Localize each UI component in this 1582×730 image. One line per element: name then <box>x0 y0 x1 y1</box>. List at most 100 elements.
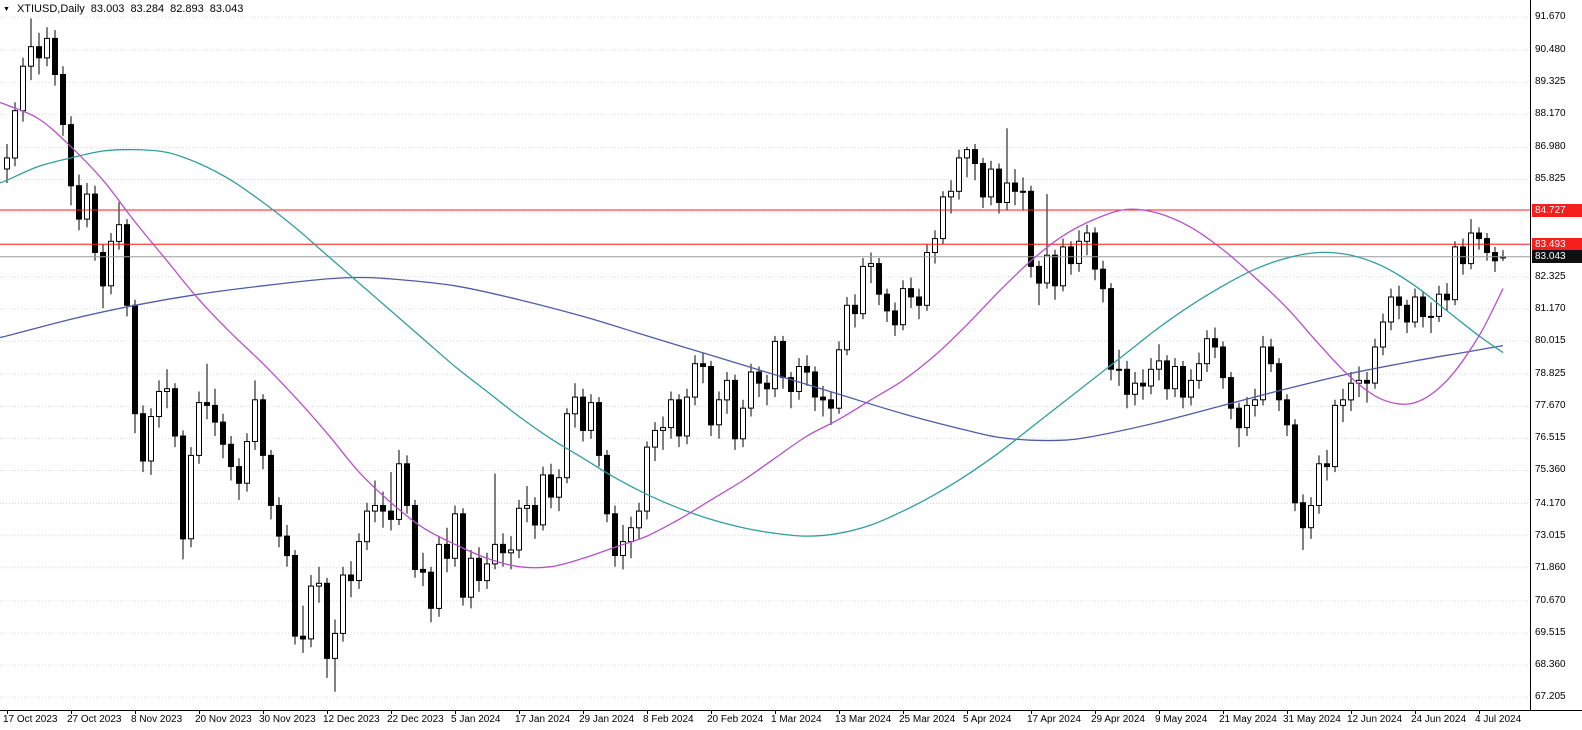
candle-body <box>844 304 850 351</box>
candle-body <box>468 557 474 598</box>
time-axis-tick <box>519 711 520 714</box>
candle-body <box>1052 254 1058 287</box>
candle-body <box>772 340 778 390</box>
candle-body <box>388 510 394 520</box>
candle-body <box>692 363 698 398</box>
candle-body <box>780 340 786 378</box>
candle-body <box>1380 321 1386 348</box>
candle-body <box>76 185 82 220</box>
time-axis-tick <box>327 711 328 714</box>
candle-body <box>700 363 706 368</box>
candle-body <box>444 543 450 559</box>
candle-body <box>68 124 74 187</box>
candle-body <box>420 568 426 573</box>
candle-body <box>836 349 842 409</box>
candle-body <box>452 513 458 559</box>
candle-body <box>292 555 298 637</box>
candle-body <box>628 527 634 543</box>
time-axis-label: 20 Nov 2023 <box>195 714 252 725</box>
ma-line-purple <box>0 101 1504 569</box>
candle-body <box>140 413 146 462</box>
candle-body <box>36 46 42 59</box>
candle-body <box>92 193 98 254</box>
candle-body <box>1004 182 1010 203</box>
candle-body <box>372 505 378 512</box>
time-axis-label: 17 Apr 2024 <box>1027 714 1081 725</box>
price-axis[interactable]: 91.67090.48089.32588.17086.98085.82584.6… <box>1530 0 1582 710</box>
candle-body <box>940 196 946 240</box>
time-axis-label: 5 Jan 2024 <box>451 714 501 725</box>
candle-body <box>604 454 610 515</box>
time-axis[interactable]: 17 Oct 2023 27 Oct 2023 8 Nov 2023 20 Nov 2… <box>0 710 1582 730</box>
time-axis-tick <box>711 711 712 714</box>
price-axis-label: 68.360 <box>1535 659 1566 671</box>
time-axis-tick <box>775 711 776 714</box>
candle-body <box>596 402 602 456</box>
time-axis-tick <box>455 711 456 714</box>
time-axis-label: 8 Nov 2023 <box>131 714 183 725</box>
price-axis-label: 67.205 <box>1535 691 1566 703</box>
ma-line-navy <box>0 276 1504 442</box>
time-axis-label: 25 Mar 2024 <box>899 714 956 725</box>
price-chart-plot[interactable] <box>0 0 1530 710</box>
candle-body <box>636 510 642 529</box>
candle-body <box>1220 346 1226 379</box>
candle-body <box>1468 232 1474 265</box>
candle-body <box>1196 363 1202 381</box>
candle-body <box>572 396 578 415</box>
time-axis-label: 12 Dec 2023 <box>323 714 380 725</box>
candle-body <box>1188 379 1194 398</box>
candle-body <box>396 463 402 520</box>
candle-body <box>1452 246 1458 301</box>
candle-body <box>1348 382 1354 401</box>
candle-body <box>1084 232 1090 242</box>
candle-body <box>252 399 258 442</box>
time-axis-tick <box>1223 711 1224 714</box>
price-axis-label: 81.170 <box>1535 302 1566 314</box>
candle-body <box>1116 368 1122 371</box>
time-axis-label: 24 Jun 2024 <box>1411 714 1467 725</box>
candle-body <box>716 399 722 426</box>
candle-body <box>236 466 242 484</box>
candle-body <box>1172 366 1178 390</box>
candle-body <box>580 396 586 432</box>
candle-body <box>1068 246 1074 265</box>
candle-body <box>732 379 738 440</box>
low-value: 82.893 <box>170 3 204 15</box>
price-axis-label: 86.980 <box>1535 141 1566 153</box>
candle-body <box>1100 268 1106 290</box>
candle-body <box>516 507 522 551</box>
high-value: 83.284 <box>130 3 165 15</box>
price-axis-label: 89.325 <box>1535 76 1566 88</box>
price-axis-label: 90.480 <box>1535 44 1566 56</box>
ma-line-teal <box>0 148 1504 537</box>
candle-body <box>300 635 306 640</box>
candle-body <box>1428 315 1434 318</box>
candle-body <box>828 399 834 409</box>
candle-body <box>988 168 994 198</box>
time-axis-tick <box>1159 711 1160 714</box>
candle-body <box>644 446 650 512</box>
candle-body <box>908 288 914 298</box>
candle-body <box>1212 338 1218 348</box>
candle-body <box>1372 346 1378 384</box>
price-axis-label: 74.170 <box>1535 497 1566 509</box>
time-axis-label: 8 Feb 2024 <box>643 714 694 725</box>
chart-plot-area[interactable]: ▼ XTIUSD,Daily 83.003 83.284 82.893 83.0… <box>0 0 1530 710</box>
resistance-line-lower-badge: 83.493 <box>1532 237 1582 251</box>
one-click-trading-toggle-icon[interactable]: ▼ <box>3 5 10 13</box>
candle-body <box>724 379 730 401</box>
candle-body <box>260 399 266 456</box>
time-axis-label: 20 Feb 2024 <box>707 714 764 725</box>
candle-body <box>1300 502 1306 529</box>
candle-body <box>748 371 754 409</box>
candle-body <box>12 110 18 159</box>
candle-body <box>708 366 714 426</box>
open-value: 83.003 <box>90 3 125 15</box>
candle-body <box>796 366 802 392</box>
time-axis-label: 29 Apr 2024 <box>1091 714 1145 725</box>
price-axis-label: 70.670 <box>1535 594 1566 606</box>
time-axis-label: 17 Oct 2023 <box>3 714 58 725</box>
candle-body <box>868 263 874 267</box>
